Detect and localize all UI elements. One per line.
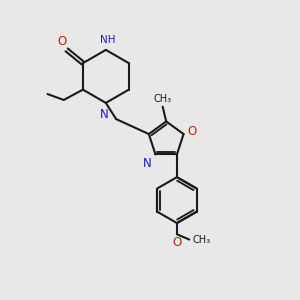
Text: O: O [58, 35, 67, 48]
Text: N: N [143, 157, 152, 170]
Text: CH₃: CH₃ [154, 94, 172, 104]
Text: NH: NH [100, 34, 115, 45]
Text: N: N [100, 108, 109, 121]
Text: CH₃: CH₃ [192, 235, 210, 244]
Text: O: O [172, 236, 182, 249]
Text: O: O [188, 125, 197, 138]
